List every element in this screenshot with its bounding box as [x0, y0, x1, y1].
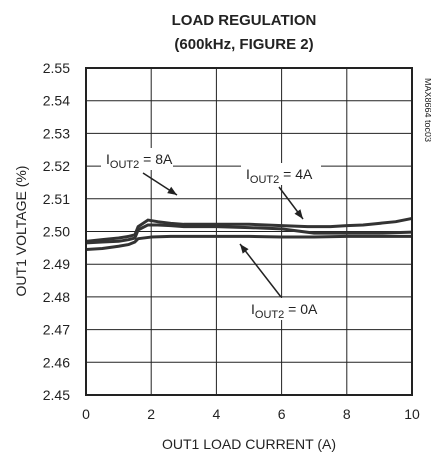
- x-tick-label: 2: [147, 406, 155, 422]
- tick-labels: 0 2 4 6 8 10 2.55 2.54 2.53 2.52 2.51 2.50 2.49 2.48 2…: [43, 60, 420, 422]
- annotation-label: IOUT2 = 4A: [246, 166, 313, 186]
- y-tick-label: 2.48: [43, 289, 70, 305]
- x-axis-label: OUT1 LOAD CURRENT (A): [162, 436, 336, 452]
- part-id-label: MAX8664 toc03: [423, 78, 431, 142]
- y-tick-label: 2.53: [43, 125, 70, 141]
- y-tick-label: 2.45: [43, 387, 70, 403]
- annotation-background: [246, 298, 322, 320]
- y-tick-label: 2.55: [43, 60, 70, 76]
- chart-title: LOAD REGULATION: [172, 12, 317, 29]
- x-tick-label: 6: [278, 406, 286, 422]
- y-tick-label: 2.49: [43, 256, 70, 272]
- x-tick-label: 0: [82, 406, 90, 422]
- y-tick-label: 2.47: [43, 322, 70, 338]
- annotation-iout2-8a: IOUT2 = 8A: [101, 148, 178, 196]
- series-line-iout2-0a: [85, 234, 412, 251]
- y-tick-label: 2.50: [43, 224, 70, 240]
- y-tick-label: 2.52: [43, 158, 70, 174]
- y-axis-label: OUT1 VOLTAGE (%): [13, 166, 29, 297]
- annotation-iout2-0a: IOUT2 = 0A: [239, 243, 322, 321]
- annotation-background: [241, 163, 321, 185]
- series-line-iout2-8a: [85, 216, 413, 243]
- x-tick-label: 8: [343, 406, 351, 422]
- chart-subtitle: (600kHz, FIGURE 2): [174, 36, 313, 53]
- annotation-arrow: [239, 243, 282, 298]
- arrowhead-icon: [240, 244, 249, 254]
- series-lines: [85, 216, 413, 251]
- grid: [86, 68, 412, 395]
- y-tick-label: 2.46: [43, 354, 70, 370]
- arrowhead-icon: [167, 186, 177, 195]
- plot-frame: [85, 67, 413, 396]
- y-tick-label: 2.54: [43, 93, 70, 109]
- annotation-label: IOUT2 = 8A: [106, 151, 173, 171]
- y-tick-label: 2.51: [43, 191, 70, 207]
- annotations: IOUT2 = 8A IOUT2 = 4A IOUT2 = 0A: [101, 148, 322, 321]
- annotation-background: [101, 148, 173, 170]
- annotation-label: IOUT2 = 0A: [251, 301, 318, 321]
- annotation-iout2-4a: IOUT2 = 4A: [241, 163, 321, 220]
- series-line-iout2-4a: [85, 223, 413, 245]
- x-tick-label: 4: [213, 406, 221, 422]
- arrowhead-icon: [294, 209, 303, 219]
- x-tick-label: 10: [404, 406, 420, 422]
